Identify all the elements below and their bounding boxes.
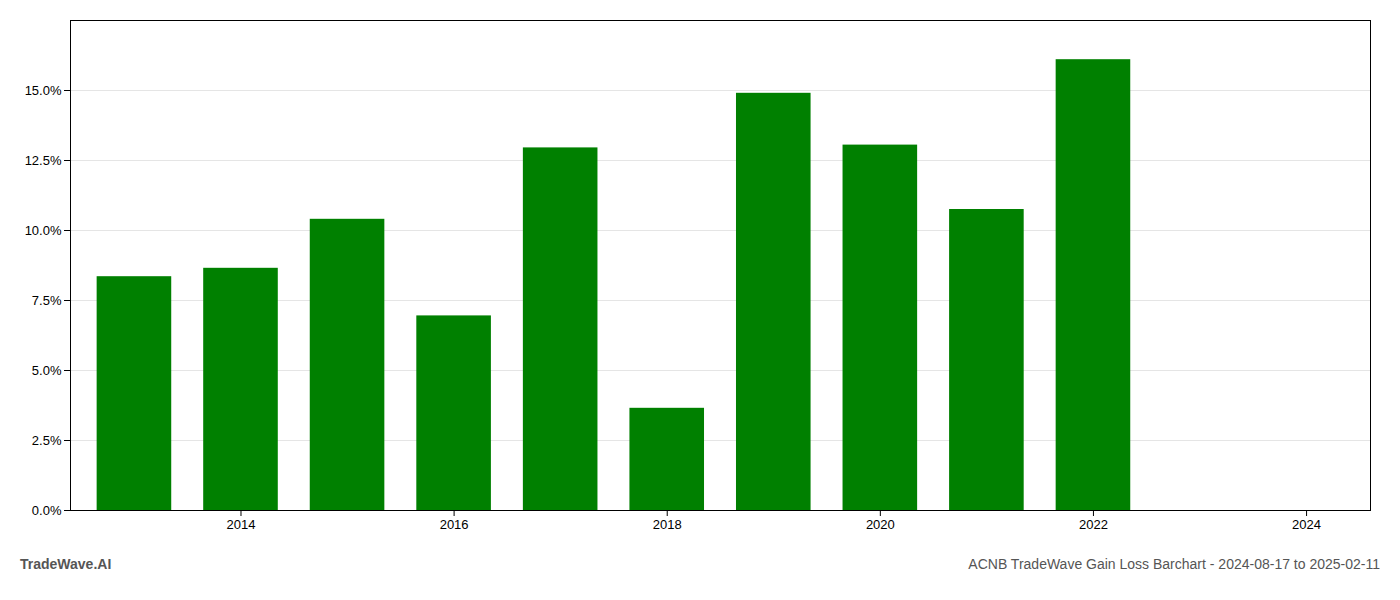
svg-text:2022: 2022 — [1079, 517, 1108, 532]
svg-text:15.0%: 15.0% — [25, 83, 62, 98]
svg-text:2016: 2016 — [440, 517, 469, 532]
svg-text:2024: 2024 — [1292, 517, 1321, 532]
svg-text:2.5%: 2.5% — [32, 433, 62, 448]
html-text:ACNB TradeWave Gain Loss Barch: ACNB TradeWave Gain Loss Barchart - 2024… — [968, 556, 1380, 572]
svg-text:2014: 2014 — [227, 517, 256, 532]
svg-text:5.0%: 5.0% — [32, 363, 62, 378]
svg-text:0.0%: 0.0% — [32, 503, 62, 518]
svg-text:2018: 2018 — [653, 517, 682, 532]
svg-text:7.5%: 7.5% — [32, 293, 62, 308]
svg-text:2020: 2020 — [866, 517, 895, 532]
html-text:TradeWave.AI: TradeWave.AI — [20, 556, 112, 572]
svg-text:10.0%: 10.0% — [25, 223, 62, 238]
svg-text:12.5%: 12.5% — [25, 153, 62, 168]
